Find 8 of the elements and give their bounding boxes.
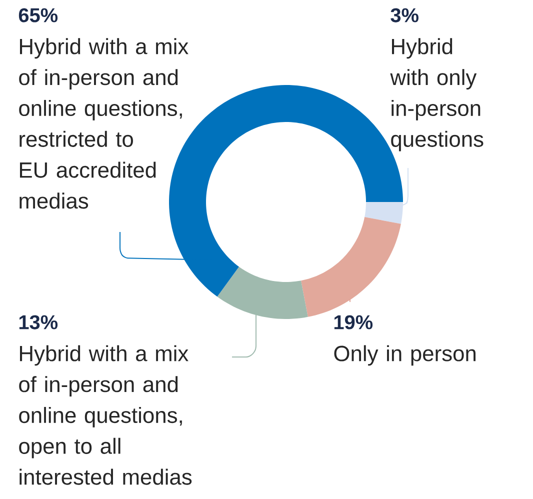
data-label: 19% [334, 315, 373, 330]
data-label: 3% [390, 8, 418, 22]
data-label: 13% [19, 315, 58, 330]
slice-label: Hybrid with a mix of in-person and online questions, open to all interested medias [19, 345, 192, 485]
slice-label: Hybrid with a mix of in-person and online questions, restricted to EU accredited medias [19, 38, 188, 209]
slice-label: Only in person [334, 345, 476, 366]
slice-label: Hybrid with only in-person questions [390, 38, 484, 152]
data-label: 65% [18, 8, 58, 22]
